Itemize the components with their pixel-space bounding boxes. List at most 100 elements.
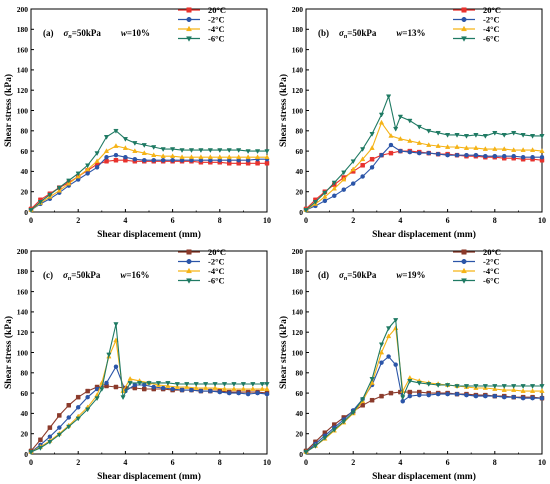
data-point <box>254 154 261 160</box>
data-point <box>388 142 394 148</box>
data-point <box>426 142 432 147</box>
data-point <box>75 394 81 400</box>
data-point <box>198 148 204 154</box>
legend-marker <box>461 249 467 255</box>
water-content-symbol: w <box>120 270 127 280</box>
y-tick-label: 140 <box>17 66 29 75</box>
data-point <box>445 391 450 397</box>
series-20c <box>303 389 545 454</box>
data-point <box>169 147 176 152</box>
data-point <box>331 185 337 191</box>
data-point <box>113 322 119 327</box>
y-tick-label: 120 <box>17 328 29 337</box>
data-point <box>151 152 157 158</box>
data-point <box>217 148 223 154</box>
legend-label: -4°C <box>208 24 225 34</box>
data-point <box>444 383 451 388</box>
data-point <box>179 154 185 160</box>
panel-label: (c) <box>43 270 53 280</box>
data-point <box>221 382 228 387</box>
data-point <box>122 137 129 142</box>
data-point <box>208 388 213 394</box>
data-point <box>303 208 309 213</box>
data-point <box>104 154 109 160</box>
data-point <box>492 393 498 399</box>
data-point <box>416 124 422 130</box>
y-tick-label: 40 <box>21 167 29 176</box>
data-point <box>212 382 218 387</box>
legend-marker <box>461 7 467 13</box>
y-tick-label: 120 <box>17 86 29 95</box>
data-point <box>473 393 479 399</box>
plot-frame <box>30 8 268 213</box>
panel-label: (a) <box>43 28 54 38</box>
panel-label: (b) <box>318 28 329 38</box>
data-point <box>511 147 517 152</box>
y-tick-label: 80 <box>296 369 304 378</box>
legend-entry: 20°C <box>453 5 501 15</box>
data-point <box>37 200 44 205</box>
data-point <box>142 386 147 392</box>
series-line <box>30 338 267 453</box>
data-point <box>407 149 413 155</box>
data-point <box>217 154 223 160</box>
legend-label: -4°C <box>208 266 225 276</box>
data-point <box>435 383 441 388</box>
data-point <box>155 381 162 386</box>
x-tick-label: 8 <box>493 458 497 467</box>
data-point <box>160 153 166 159</box>
series-line <box>30 145 267 211</box>
data-point <box>435 151 441 157</box>
data-point <box>407 389 413 395</box>
y-tick-label: 80 <box>296 127 304 136</box>
data-point <box>397 114 404 120</box>
legend-entry: -4°C <box>453 266 500 276</box>
data-point <box>66 403 72 408</box>
x-axis-label: Shear displacement (mm) <box>97 229 201 240</box>
data-point <box>379 393 384 399</box>
data-point <box>212 385 218 390</box>
data-point <box>28 450 34 455</box>
y-tick-label: 60 <box>21 147 29 156</box>
sigma-subscript: n <box>344 276 348 282</box>
y-tick-label: 140 <box>17 308 29 317</box>
series-line <box>30 365 268 453</box>
data-point <box>416 140 422 145</box>
data-point <box>184 382 190 387</box>
data-point <box>529 134 536 139</box>
data-point <box>207 154 213 160</box>
legend-marker <box>186 249 192 255</box>
y-tick-label: 0 <box>299 450 303 459</box>
legend-marker <box>186 36 192 42</box>
data-point <box>331 427 337 433</box>
data-point <box>520 388 526 393</box>
data-point <box>203 382 209 387</box>
x-axis-label: Shear displacement (mm) <box>97 471 201 482</box>
data-point <box>492 146 498 151</box>
x-tick-label: 2 <box>76 216 80 225</box>
legend-entry: -6°C <box>453 34 500 44</box>
legend-entry: -2°C <box>178 15 225 25</box>
data-point <box>94 165 100 170</box>
y-tick-label: 140 <box>292 66 304 75</box>
series-minus2c <box>303 142 545 213</box>
series-20c <box>303 148 545 212</box>
x-tick-label: 10 <box>263 216 271 225</box>
data-point <box>103 135 110 140</box>
x-tick-label: 4 <box>398 458 402 467</box>
sigma-subscript: n <box>68 276 72 282</box>
data-point <box>198 388 204 394</box>
data-point <box>322 193 328 199</box>
data-point <box>416 381 422 386</box>
y-tick-label: 200 <box>292 247 304 256</box>
data-point <box>75 405 81 410</box>
data-point <box>483 153 488 159</box>
legend-label: 20°C <box>208 5 226 15</box>
data-point <box>151 145 157 150</box>
data-point <box>378 342 385 348</box>
data-point <box>151 157 156 163</box>
y-axis-label: Shear stress (kPa) <box>278 74 289 147</box>
x-tick-label: 4 <box>398 216 402 225</box>
data-point <box>132 148 138 153</box>
data-point <box>264 149 270 155</box>
